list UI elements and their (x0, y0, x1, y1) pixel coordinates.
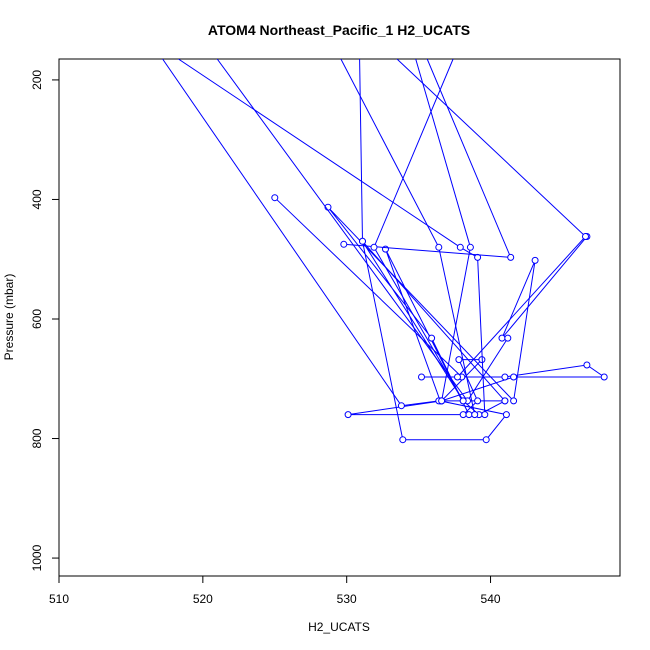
data-point (498, 334, 506, 342)
data-point (397, 402, 405, 410)
x-axis: 510 520 530 540 (49, 576, 501, 606)
data-point (438, 397, 446, 405)
plot-area (162, 59, 608, 444)
data-point (501, 373, 509, 381)
data-point (454, 373, 461, 381)
y-axis-label: Pressure (mbar) (2, 274, 16, 361)
data-point (501, 397, 509, 405)
data-point (399, 436, 407, 444)
x-tick-label: 520 (193, 592, 213, 606)
data-point (340, 240, 348, 248)
series-6 (359, 59, 509, 405)
data-point (344, 411, 352, 419)
data-point (359, 237, 366, 245)
data-point (583, 361, 591, 369)
data-point (504, 334, 512, 342)
data-point (600, 373, 608, 381)
x-tick-label: 510 (49, 592, 69, 606)
series-5 (415, 59, 474, 405)
x-tick-label: 540 (481, 592, 501, 606)
data-point (456, 243, 464, 251)
data-point (582, 233, 589, 240)
data-point (474, 397, 482, 405)
data-point (418, 373, 425, 381)
data-point (370, 243, 378, 251)
data-point (459, 397, 467, 405)
data-point (435, 243, 443, 251)
series-8 (370, 59, 467, 405)
data-point (471, 411, 479, 419)
x-tick-label: 530 (337, 592, 357, 606)
y-tick-label: 400 (30, 189, 44, 209)
series-4 (340, 59, 479, 419)
data-point (502, 411, 510, 419)
y-tick-label: 800 (30, 428, 44, 448)
x-axis-label: H2_UCATS (308, 620, 370, 634)
data-point (510, 373, 518, 381)
data-point (466, 243, 474, 251)
data-point (428, 334, 436, 342)
data-point (455, 356, 463, 364)
y-axis: 200 400 600 800 1000 (30, 70, 59, 571)
data-point (510, 397, 518, 405)
data-point (271, 194, 279, 202)
series-7 (340, 59, 515, 261)
data-point (507, 253, 515, 261)
data-point (531, 256, 539, 264)
y-tick-label: 600 (30, 309, 44, 329)
chart-title: ATOM4 Northeast_Pacific_1 H2_UCATS (208, 22, 470, 38)
data-point (459, 411, 467, 419)
data-point (482, 436, 490, 444)
series-9 (396, 59, 589, 381)
y-tick-label: 1000 (30, 544, 44, 571)
plot-frame (58, 58, 621, 577)
data-point (481, 411, 489, 419)
data-point (465, 411, 473, 419)
y-tick-label: 200 (30, 70, 44, 90)
